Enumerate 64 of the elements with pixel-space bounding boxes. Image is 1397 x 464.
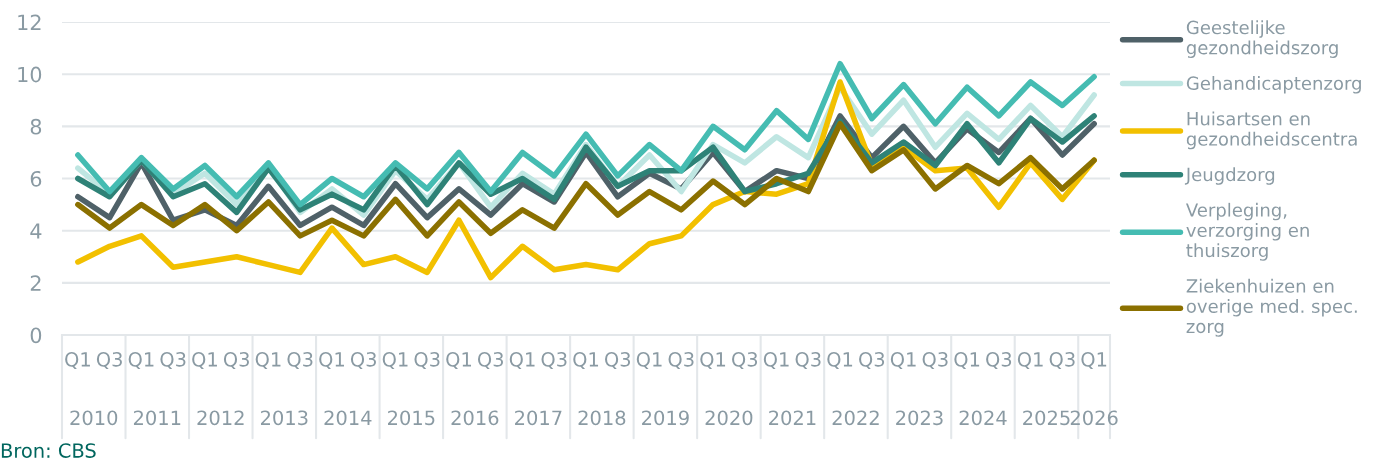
y-tick-label: 10: [18, 66, 42, 83]
x-tick-label: Q1: [890, 352, 916, 369]
x-tick-label: Q1: [65, 352, 90, 369]
legend-label: Jeugdzorg: [1184, 167, 1275, 185]
legend-label: Huisartsen en gezondheidscentra: [1186, 111, 1357, 150]
y-tick-label: 12: [18, 14, 41, 30]
x-tick-label: Q3: [96, 352, 122, 369]
x-tick-label: Q1: [573, 352, 599, 369]
x-tick-label: Q3: [160, 352, 186, 369]
text: 2013: [260, 410, 308, 426]
text: Bron: CBS: [1, 443, 96, 458]
x-tick-label: Q3: [414, 352, 440, 369]
x-tick-label: Q1: [446, 352, 472, 369]
y-tick-label: 6: [30, 170, 42, 187]
text: 2018: [578, 410, 626, 426]
text: 2010: [70, 410, 118, 426]
x-tick-label: Q1: [827, 352, 853, 369]
x-tick-label: Q1: [509, 352, 535, 369]
x-tick-label: Q1: [319, 352, 344, 369]
x-tick-label: Q1: [255, 352, 281, 369]
text: 2024: [959, 410, 1007, 426]
x-tick-label: Q1: [700, 352, 726, 369]
text: 2025: [1023, 410, 1070, 426]
x-tick-label: Q3: [732, 352, 758, 369]
text: 2012: [197, 410, 244, 426]
x-tick-label: Q1: [382, 352, 408, 369]
text: 2017: [515, 410, 562, 426]
text: 2011: [133, 410, 181, 426]
x-tick-label: Q3: [287, 352, 313, 369]
legend-label: Verpleging, verzorging en thuiszorg: [1185, 202, 1309, 261]
legend-label: Ziekenhuizen en overige med. spec. zorg: [1186, 278, 1357, 337]
x-tick-label: Q3: [859, 352, 885, 369]
y-tick-label: 0: [30, 327, 42, 344]
x-tick-label: Q1: [763, 352, 789, 369]
x-tick-label: Q1: [192, 352, 217, 369]
x-tick-label: Q3: [541, 352, 567, 369]
text: 2026: [1070, 410, 1118, 426]
x-tick-label: Q1: [954, 352, 980, 369]
x-tick-label: Q3: [605, 352, 631, 369]
x-tick-label: Q3: [922, 352, 948, 369]
y-tick-label: 2: [30, 275, 41, 291]
legend-label: Geestelijke gezondheidszorg: [1186, 20, 1338, 58]
text: 2021: [769, 410, 816, 426]
x-tick-label: Q1: [636, 352, 662, 369]
text: 2016: [451, 410, 499, 426]
x-tick-label: Q3: [986, 352, 1012, 369]
x-tick-label: Q3: [223, 352, 249, 369]
x-tick-label: Q1: [1017, 352, 1043, 369]
x-tick-label: Q3: [668, 352, 694, 369]
text: 2014: [324, 410, 372, 426]
x-tick-label: Q3: [795, 352, 821, 369]
y-tick-label: 4: [30, 223, 42, 239]
x-tick-label: Q3: [350, 352, 376, 369]
x-tick-label: Q3: [1049, 352, 1075, 369]
text: 2015: [388, 410, 435, 426]
x-tick-label: Q3: [477, 352, 504, 369]
text: 2022: [832, 410, 879, 426]
text: 2023: [896, 410, 943, 426]
legend-label: Gehandicaptenzorg: [1186, 76, 1361, 94]
text: 2019: [642, 410, 689, 426]
y-tick-label: 8: [30, 118, 42, 135]
text: 2020: [705, 410, 753, 426]
x-tick-label: Q1: [128, 352, 154, 369]
x-tick-label: Q1: [1081, 352, 1107, 369]
